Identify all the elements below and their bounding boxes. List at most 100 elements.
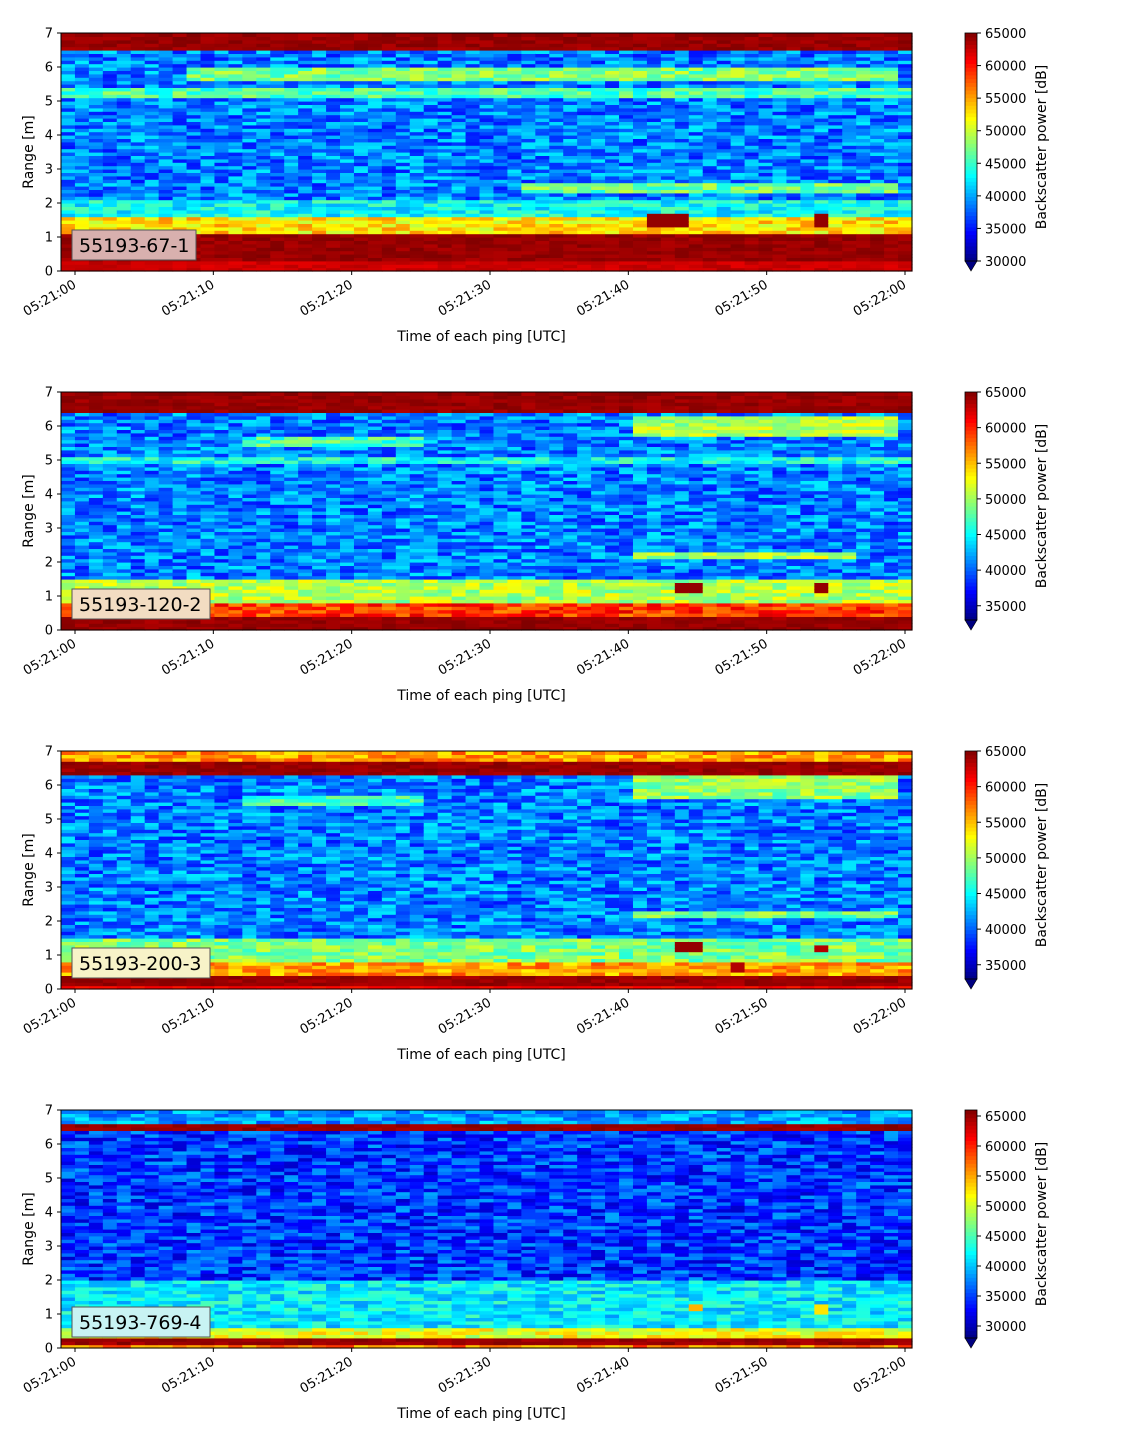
heatmap-cell — [521, 183, 536, 187]
colorbar-segment — [965, 48, 977, 52]
heatmap-cell — [605, 234, 620, 238]
heatmap-cell — [201, 166, 216, 170]
heatmap-cell — [759, 210, 774, 214]
heatmap-cell — [270, 166, 285, 170]
heatmap-cell — [173, 132, 188, 136]
heatmap-cell — [591, 210, 606, 214]
colorbar-segment — [965, 94, 977, 98]
heatmap-cell — [131, 436, 146, 440]
heatmap-cell — [493, 217, 508, 221]
colorbar-segment — [965, 63, 977, 67]
heatmap-cell — [759, 217, 774, 221]
heatmap-cell — [493, 132, 508, 136]
heatmap-cell — [661, 217, 676, 221]
heatmap-cell — [382, 264, 397, 268]
heatmap-cell — [842, 142, 857, 146]
heatmap-cell — [354, 210, 369, 214]
colorbar-segment — [965, 56, 977, 60]
heatmap-cell — [731, 142, 746, 146]
heatmap-cell — [89, 176, 104, 180]
heatmap-cell — [800, 142, 815, 146]
heatmap-cell — [61, 453, 76, 457]
heatmap-cell — [828, 234, 843, 238]
heatmap-cell — [159, 132, 174, 136]
heatmap-cell — [61, 264, 76, 268]
heatmap-cell — [410, 227, 425, 231]
heatmap-cell — [187, 200, 202, 204]
heatmap-cell — [466, 210, 481, 214]
colorbar-segment — [965, 204, 977, 208]
heatmap-cell — [75, 264, 90, 268]
heatmap-cell — [842, 149, 857, 153]
colorbar-segment — [965, 151, 977, 155]
heatmap-cell — [480, 33, 495, 37]
heatmap-cell — [187, 132, 202, 136]
heatmap-cell — [647, 166, 662, 170]
heatmap-cell — [577, 149, 592, 153]
heatmap-cell — [870, 227, 885, 231]
heatmap-cell — [228, 244, 243, 248]
heatmap-cell — [312, 244, 327, 248]
heatmap-cell — [647, 149, 662, 153]
heatmap-cell — [577, 176, 592, 180]
heatmap-cell — [800, 251, 815, 255]
colorbar-segment — [965, 139, 977, 143]
heatmap-cell — [759, 33, 774, 37]
heatmap-cell — [661, 251, 676, 255]
heatmap-cell — [563, 217, 578, 221]
colorbar-tick-label: 65000 — [985, 27, 1026, 42]
heatmap-cell — [814, 142, 829, 146]
heatmap-cell — [438, 142, 453, 146]
heatmap-cell — [800, 264, 815, 268]
heatmap-cell — [493, 193, 508, 197]
colorbar-segment — [965, 98, 977, 102]
heatmap-cell — [689, 234, 704, 238]
heatmap-cell — [354, 193, 369, 197]
heatmap-cell — [535, 217, 550, 221]
heatmap-cell — [284, 200, 299, 204]
heatmap-cell — [256, 176, 271, 180]
heatmap-cell — [759, 183, 774, 187]
heatmap-cell — [786, 264, 801, 268]
heatmap-cell — [549, 217, 564, 221]
heatmap-cell — [786, 149, 801, 153]
heatmap-cell — [145, 504, 160, 508]
heatmap-cell — [382, 200, 397, 204]
heatmap-cell — [717, 210, 732, 214]
x-tick-label: 05:21:20 — [298, 277, 356, 319]
heatmap-cell — [577, 217, 592, 221]
heatmap-cell — [270, 159, 285, 163]
heatmap-cell — [814, 264, 829, 268]
heatmap-cell — [103, 166, 118, 170]
heatmap-cell — [145, 453, 160, 457]
heatmap-cell — [145, 436, 160, 440]
heatmap-cell — [814, 159, 829, 163]
heatmap-cell — [577, 234, 592, 238]
heatmap-cell — [898, 264, 913, 268]
heatmap-cell — [201, 227, 216, 231]
heatmap-cell — [842, 159, 857, 163]
colorbar-tick-label: 45000 — [985, 157, 1026, 172]
heatmap-cell — [480, 210, 495, 214]
heatmap-cell — [284, 193, 299, 197]
heatmap-cell — [242, 210, 257, 214]
heatmap-cell — [256, 166, 271, 170]
heatmap-cell — [689, 176, 704, 180]
heatmap-cell — [703, 166, 718, 170]
heatmap-cell — [521, 244, 536, 248]
heatmap-cell — [661, 149, 676, 153]
heatmap-cell — [256, 132, 271, 136]
heatmap-cell — [256, 159, 271, 163]
heatmap-cell — [326, 244, 341, 248]
heatmap-cell — [117, 264, 132, 268]
heatmap-cell — [117, 166, 132, 170]
heatmap-cell — [521, 193, 536, 197]
heatmap-cell — [661, 176, 676, 180]
heatmap-cell — [242, 264, 257, 268]
heatmap-cell — [591, 132, 606, 136]
heatmap-cell — [340, 234, 355, 238]
heatmap-cell — [354, 149, 369, 153]
heatmap-cell — [605, 132, 620, 136]
heatmap-cell — [717, 183, 732, 187]
colorbar-segment — [965, 117, 977, 121]
